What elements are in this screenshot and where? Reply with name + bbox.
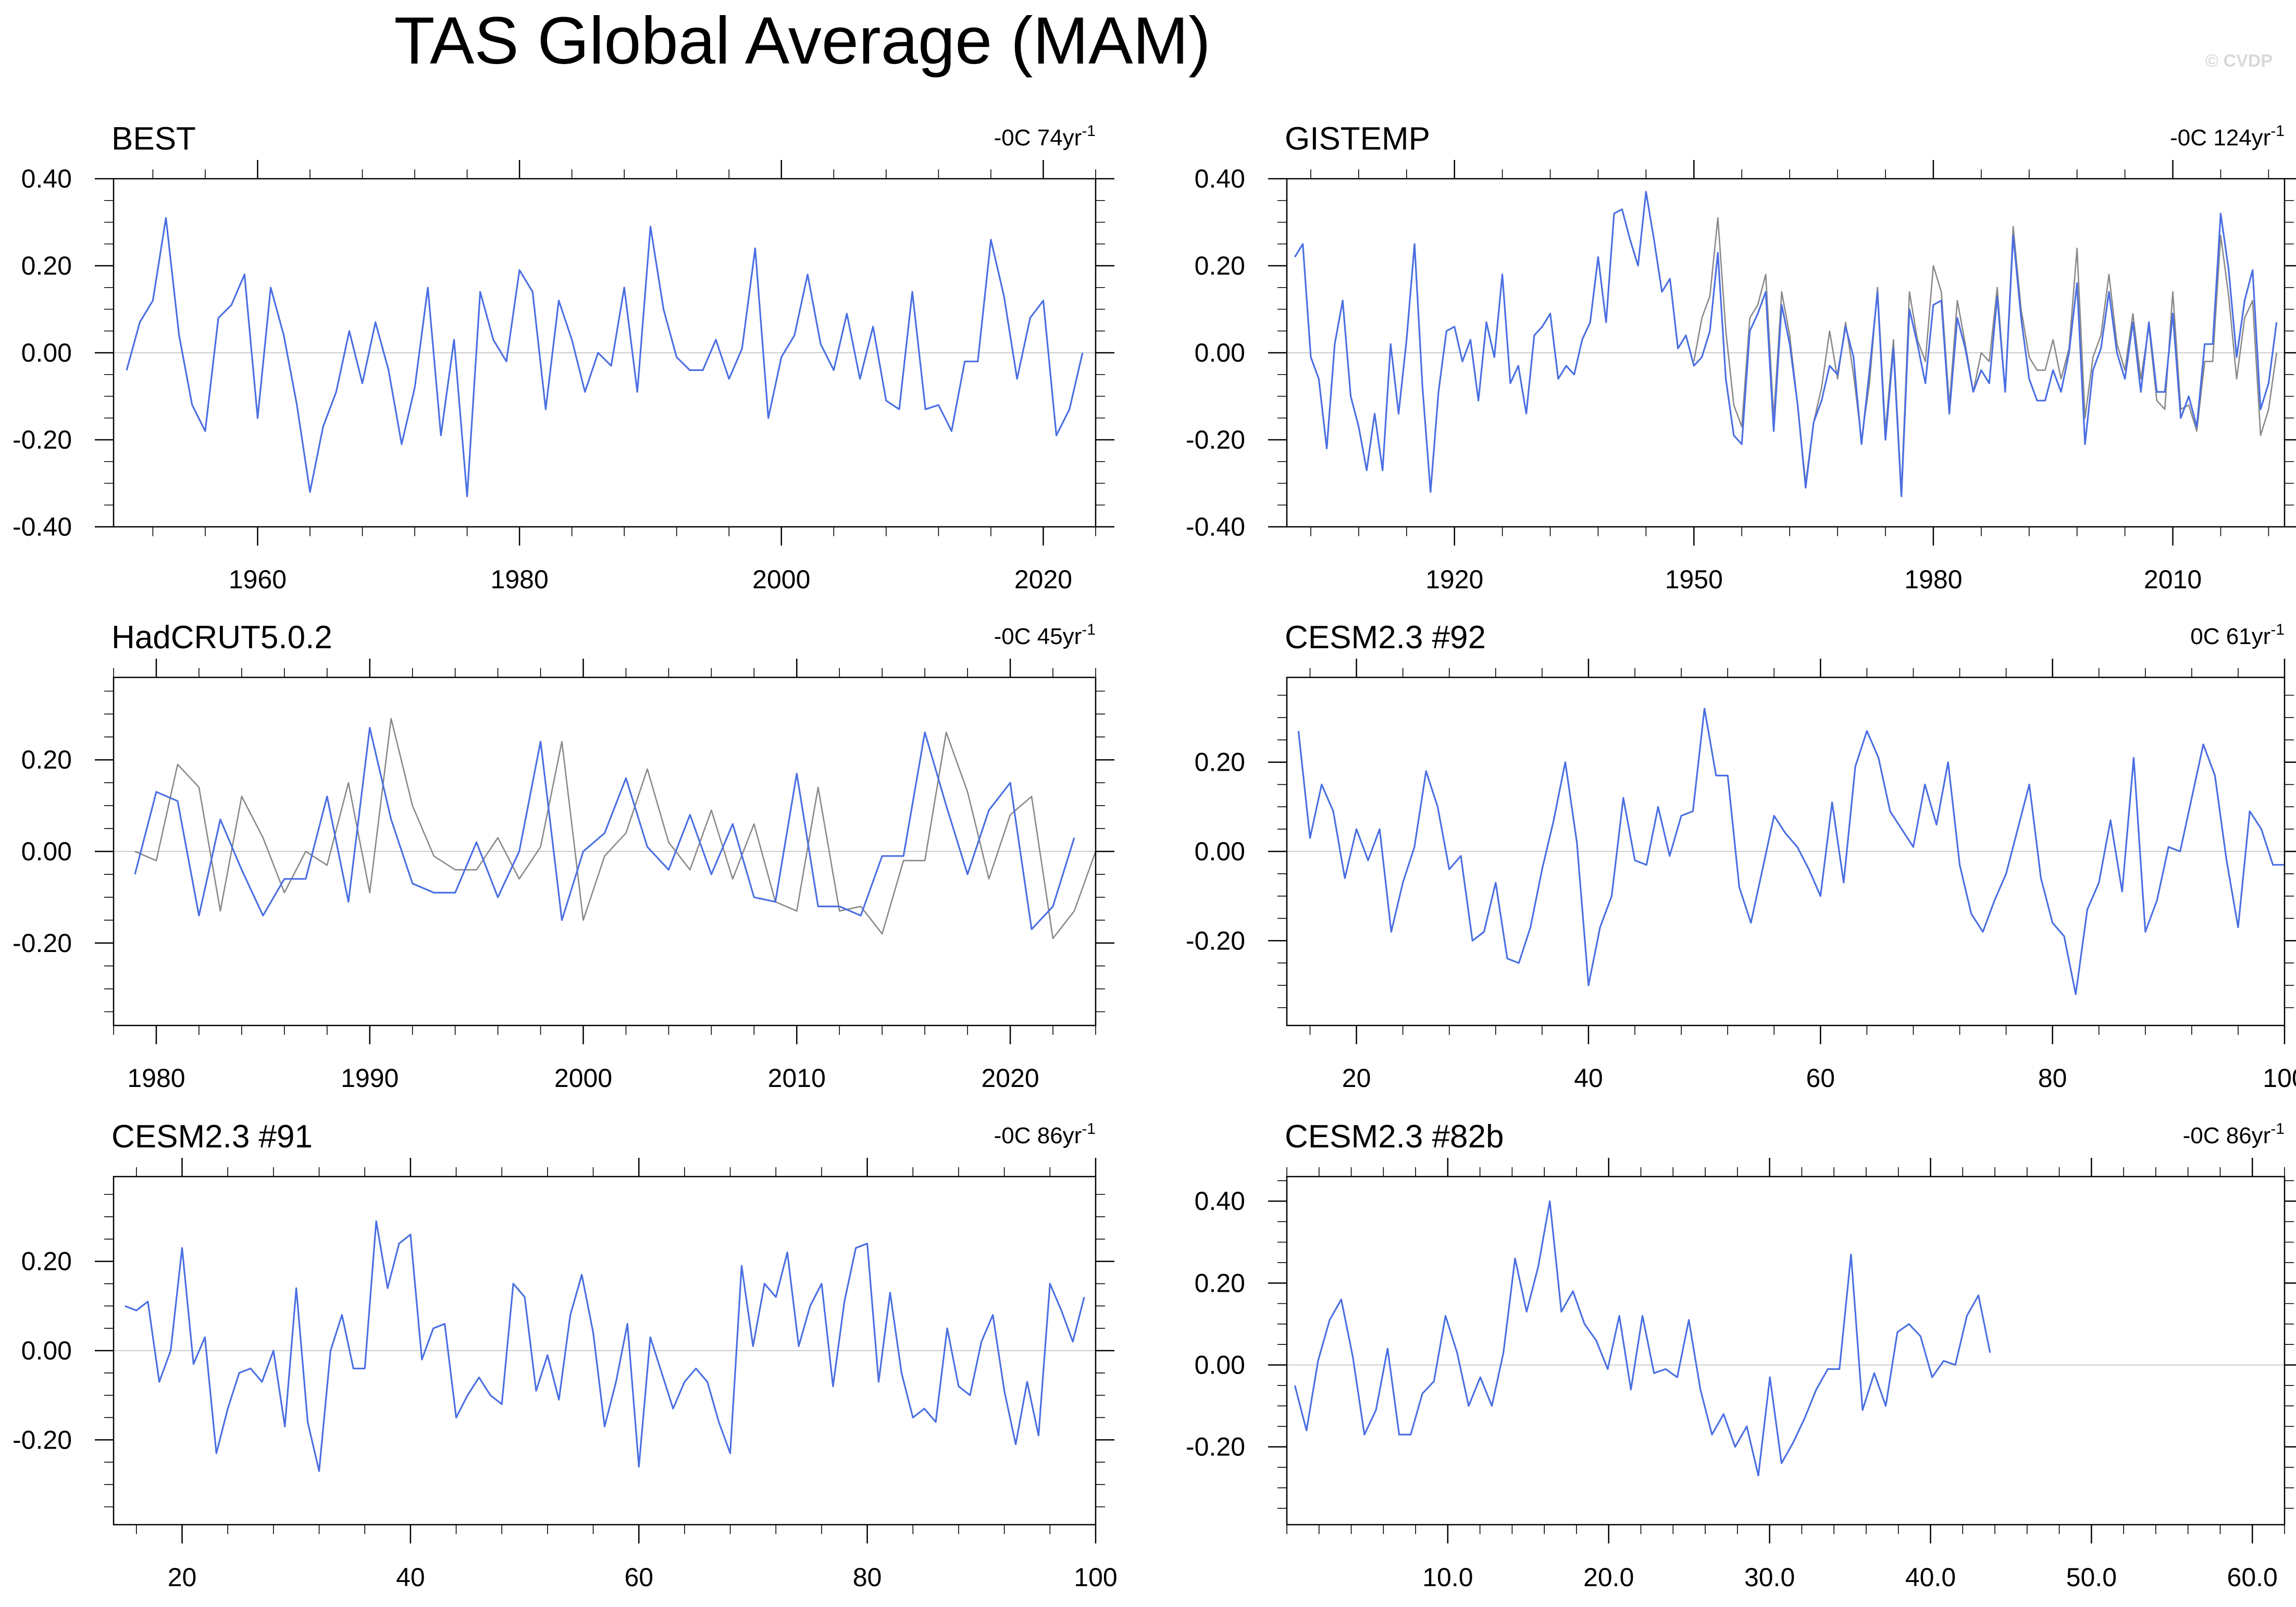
y-tick-label: -0.20 (13, 1425, 72, 1454)
x-tick-label: 2000 (752, 565, 810, 594)
x-tick-label: 40 (1574, 1064, 1603, 1093)
y-tick-label: 0.00 (1195, 1351, 1245, 1380)
figure-title: TAS Global Average (MAM) (394, 4, 1210, 78)
x-tick-label: 10.0 (1422, 1563, 1473, 1592)
panel-trend-info: -0C 45yr-1 (994, 621, 1096, 649)
series-line-cesm2-3-91 (125, 1220, 1085, 1472)
panel-cesm2-3-91: CESM2.3 #91 -0C 86yr-1 -0.20 0.00 0.20 20 40 60… (13, 1119, 1118, 1592)
y-tick-label: 0.00 (1195, 837, 1245, 866)
y-tick-label: -0.40 (1186, 512, 1245, 541)
x-tick-label: 1960 (229, 565, 287, 594)
panel-trend-info: -0C 86yr-1 (2183, 1120, 2285, 1148)
x-tick-label: 100 (2263, 1064, 2296, 1093)
x-tick-label: 60 (1806, 1064, 1835, 1093)
series-line-best (126, 217, 1084, 498)
x-tick-label: 1980 (491, 565, 549, 594)
x-tick-label: 2000 (554, 1064, 612, 1093)
x-tick-label: 20 (168, 1563, 197, 1592)
y-tick-label: -0.20 (1186, 926, 1245, 955)
panel-hadcrut5-0-2: HadCRUT5.0.2 -0C 45yr-1 -0.20 0.00 0.20 1980 1… (13, 620, 1114, 1093)
x-tick-label: 60 (624, 1563, 653, 1592)
x-tick-label: 1920 (1425, 565, 1483, 594)
panel-title: GISTEMP (1285, 121, 1430, 157)
panel-title: CESM2.3 #82b (1285, 1119, 1504, 1155)
series-line-gistemp (1294, 191, 2278, 498)
x-tick-label: 1990 (341, 1064, 399, 1093)
plot-frame (1286, 178, 2286, 528)
x-tick-label: 40.0 (1905, 1563, 1956, 1592)
series-line-cesm2-3-92 (1297, 708, 2285, 995)
x-tick-label: 60.0 (2227, 1563, 2278, 1592)
plot-frame (1286, 1176, 2286, 1526)
x-tick-label: 2020 (1014, 565, 1072, 594)
y-tick-label: 0.40 (1195, 164, 1245, 193)
x-tick-label: 30.0 (1744, 1563, 1795, 1592)
watermark: © CVDP (2205, 51, 2273, 71)
y-tick-label: 0.20 (1195, 1268, 1245, 1297)
series-line-reference (1693, 217, 2277, 493)
y-tick-label: 0.40 (1195, 1186, 1245, 1216)
x-tick-label: 100 (1074, 1563, 1117, 1592)
y-tick-label: -0.20 (1186, 1432, 1245, 1462)
plot-frame (113, 676, 1097, 1027)
y-tick-label: -0.20 (13, 425, 72, 454)
panel-trend-info: -0C 86yr-1 (994, 1120, 1096, 1148)
x-tick-label: 20.0 (1583, 1563, 1634, 1592)
series-line-reference (134, 718, 1097, 940)
y-tick-label: -0.20 (13, 929, 72, 958)
panel-best: BEST -0C 74yr-1 -0.40 -0.20 0.00 0.20 0.40 1960… (13, 121, 1114, 594)
y-tick-label: 0.00 (21, 837, 72, 866)
x-tick-label: 2010 (768, 1064, 826, 1093)
panel-trend-info: 0C 61yr-1 (2190, 621, 2285, 649)
y-tick-label: 0.20 (21, 1247, 72, 1276)
y-tick-label: 0.00 (21, 1336, 72, 1365)
y-tick-label: 0.00 (1195, 338, 1245, 367)
panel-gistemp: GISTEMP -0C 124yr-1 -0.40 -0.20 0.00 0.20 0.40… (1186, 121, 2296, 594)
panel-trend-info: -0C 74yr-1 (994, 122, 1096, 151)
x-tick-label: 20 (1342, 1064, 1371, 1093)
series-line-hadcrut5-0-2 (134, 727, 1075, 931)
panel-trend-info: -0C 124yr-1 (2170, 122, 2285, 151)
panel-title: HadCRUT5.0.2 (111, 620, 332, 656)
panel-title: CESM2.3 #91 (111, 1119, 313, 1155)
y-tick-label: 0.20 (1195, 748, 1245, 777)
y-tick-label: -0.40 (13, 512, 72, 541)
x-tick-label: 80 (853, 1563, 882, 1592)
series-line-cesm2-3-82b (1294, 1200, 1991, 1477)
y-tick-label: 0.40 (21, 164, 72, 193)
x-tick-label: 2020 (981, 1064, 1039, 1093)
plot-frame (1286, 676, 2286, 1027)
x-tick-label: 1980 (1904, 565, 1962, 594)
y-tick-label: 0.20 (21, 745, 72, 774)
x-tick-label: 40 (396, 1563, 425, 1592)
x-tick-label: 2010 (2144, 565, 2202, 594)
x-tick-label: 1980 (127, 1064, 185, 1093)
y-tick-label: 0.20 (21, 251, 72, 280)
x-tick-label: 50.0 (2066, 1563, 2117, 1592)
y-tick-label: 0.20 (1195, 251, 1245, 280)
plot-frame (113, 1176, 1097, 1526)
y-tick-label: 0.00 (21, 338, 72, 367)
panel-cesm2-3-82b: CESM2.3 #82b -0C 86yr-1 -0.20 0.00 0.20 0.40 1… (1186, 1119, 2296, 1592)
y-tick-label: -0.20 (1186, 425, 1245, 454)
x-tick-label: 80 (2038, 1064, 2067, 1093)
panel-cesm2-3-92: CESM2.3 #92 0C 61yr-1 -0.20 0.00 0.20 20 40 60 8… (1186, 620, 2296, 1093)
plot-frame (113, 178, 1097, 528)
x-tick-label: 1950 (1665, 565, 1723, 594)
panel-title: BEST (111, 121, 196, 157)
panel-title: CESM2.3 #92 (1285, 620, 1486, 656)
